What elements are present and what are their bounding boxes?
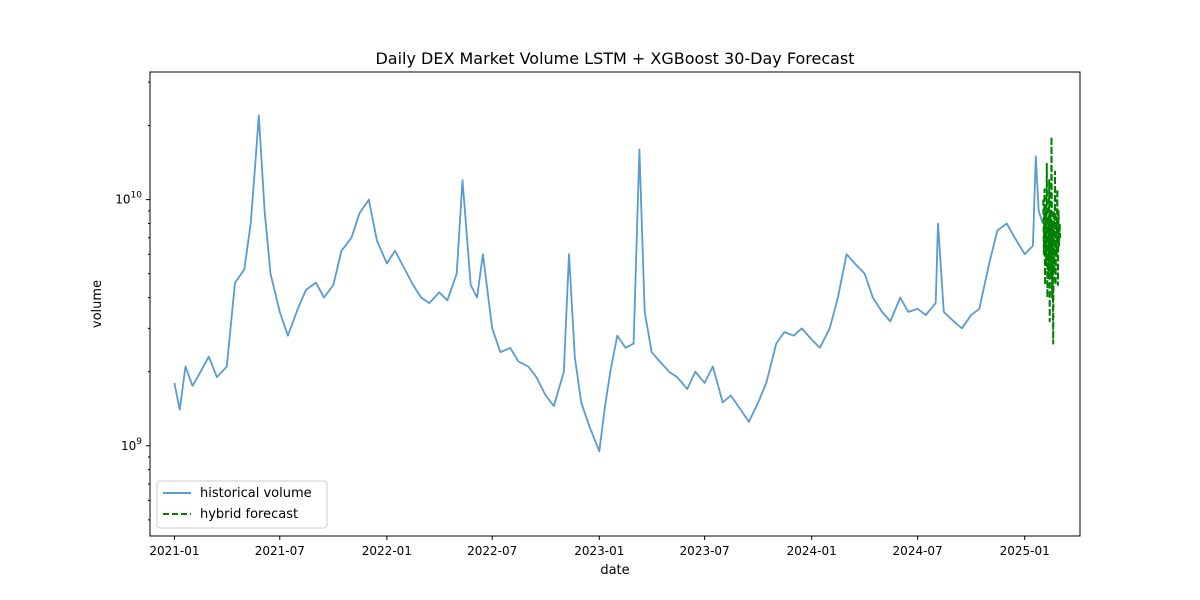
x-tick-label: 2021-01 (149, 544, 199, 558)
legend-label-forecast: hybrid forecast (200, 507, 298, 522)
x-tick-label: 2023-01 (574, 544, 624, 558)
y-tick-label: 1010 (115, 191, 142, 207)
series-line-historical-volume (173, 114, 1044, 453)
x-tick-label: 2021-07 (255, 544, 305, 558)
x-tick-label: 2022-07 (467, 544, 517, 558)
x-tick-label: 2023-07 (680, 544, 730, 558)
series-line-hybrid-forecast (1042, 135, 1062, 345)
x-tick-label: 2024-07 (893, 544, 943, 558)
x-tick-label: 2025-01 (1000, 544, 1050, 558)
x-tick-label: 2024-01 (787, 544, 837, 558)
y-axis-label: volume (90, 280, 105, 328)
y-tick-label: 109 (121, 437, 142, 453)
plot-frame (149, 71, 1081, 537)
legend: historical volume hybrid forecast (156, 480, 328, 529)
y-axis: 109 1010 (115, 81, 150, 521)
x-tick-label: 2022-01 (362, 544, 412, 558)
legend-label-historical: historical volume (200, 486, 312, 501)
legend-box (156, 480, 328, 529)
chart-title: Daily DEX Market Volume LSTM + XGBoost 3… (375, 49, 854, 68)
series-layer (173, 114, 1062, 453)
x-axis-label: date (600, 563, 629, 578)
x-axis: 2021-01 2021-07 2022-01 2022-07 2023-01 2023-… (149, 536, 1050, 558)
